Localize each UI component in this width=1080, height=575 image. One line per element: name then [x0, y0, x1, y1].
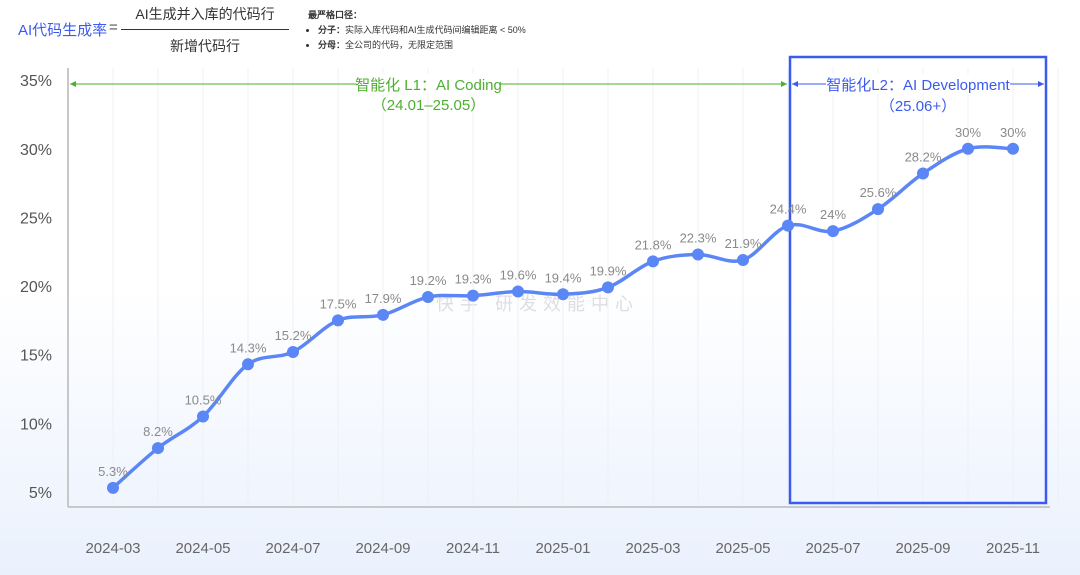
data-label: 30%: [955, 125, 981, 140]
data-label: 10.5%: [185, 392, 222, 407]
fraction-bar: [121, 29, 289, 30]
arrow-right-icon: [781, 81, 787, 87]
data-point: [332, 314, 344, 327]
data-label: 19.3%: [455, 272, 492, 287]
data-label: 17.5%: [320, 296, 357, 311]
x-tick-label: 2025-11: [986, 540, 1040, 557]
y-tick-label: 20%: [20, 279, 52, 296]
data-point: [422, 291, 434, 304]
x-tick-label: 2024-09: [355, 540, 410, 557]
data-label: 8.2%: [143, 424, 173, 439]
x-tick-label: 2025-03: [625, 540, 680, 557]
data-label: 28.2%: [905, 149, 942, 164]
data-label: 5.3%: [98, 464, 128, 479]
data-point: [737, 253, 749, 266]
data-label: 15.2%: [275, 328, 312, 343]
data-label: 21.8%: [635, 237, 672, 252]
formula-equals: =: [109, 19, 118, 36]
x-tick-label: 2025-09: [895, 540, 950, 557]
data-point: [467, 289, 479, 302]
x-tick-label: 2025-01: [535, 540, 590, 557]
data-point: [242, 358, 254, 371]
l2-label: 智能化L2：AI Development: [826, 76, 1010, 94]
data-label: 19.4%: [545, 270, 582, 285]
data-point: [782, 219, 794, 232]
formula-lhs: AI代码生成率: [18, 22, 108, 39]
y-tick-label: 15%: [20, 348, 52, 365]
data-label: 19.9%: [590, 263, 627, 278]
data-label: 17.9%: [365, 291, 402, 306]
data-label: 22.3%: [680, 230, 717, 245]
data-label: 24.4%: [770, 202, 807, 217]
x-tick-label: 2024-07: [265, 540, 320, 557]
data-point: [377, 308, 389, 321]
x-tick-label: 2025-07: [805, 540, 860, 557]
y-tick-label: 10%: [20, 416, 52, 433]
data-point: [602, 281, 614, 294]
arrow-right-icon: [1038, 81, 1044, 87]
formula-denominator: 新增代码行: [170, 38, 240, 54]
label-bg: [356, 74, 501, 94]
y-tick-label: 25%: [20, 210, 52, 227]
data-label: 19.2%: [410, 273, 447, 288]
x-tick-label: 2024-11: [446, 540, 500, 557]
data-point: [512, 285, 524, 298]
data-point: [827, 225, 839, 238]
note-item: 分子：实际入库代码和AI生成代码间编辑距离 < 50%: [318, 23, 526, 38]
data-label: 19.6%: [500, 268, 537, 283]
arrow-left-icon: [70, 81, 76, 87]
x-tick-label: 2025-05: [715, 540, 770, 557]
data-point: [692, 248, 704, 261]
data-point: [287, 345, 299, 358]
data-point: [557, 288, 569, 301]
note-title: 最严格口径：: [308, 10, 363, 20]
l2-box: [788, 55, 1048, 505]
y-tick-label: 5%: [29, 485, 52, 502]
l2-range: （25.06+）: [880, 98, 956, 115]
arrow-left-icon: [792, 81, 798, 87]
data-point: [962, 142, 974, 155]
y-tick-label: 35%: [20, 73, 52, 90]
data-label: 30%: [1000, 125, 1026, 140]
label-bg: [826, 74, 1010, 94]
definition-note: 最严格口径： 分子：实际入库代码和AI生成代码间编辑距离 < 50% 分母：全公…: [308, 8, 526, 53]
data-point: [107, 481, 119, 494]
data-label: 24%: [820, 207, 846, 222]
formula-fraction: AI生成并入库的代码行 新增代码行: [121, 4, 289, 56]
l1-label: 智能化 L1：AI Coding: [355, 76, 502, 94]
data-point: [647, 255, 659, 268]
data-point: [152, 442, 164, 455]
l1-range: （24.01–25.05）: [372, 97, 485, 114]
data-label: 25.6%: [860, 185, 897, 200]
data-point: [917, 167, 929, 180]
data-label: 14.3%: [230, 340, 267, 355]
x-tick-label: 2024-03: [85, 540, 140, 557]
watermark: 快手 研发效能中心: [436, 294, 640, 314]
data-label: 21.9%: [725, 236, 762, 251]
formula-numerator: AI生成并入库的代码行: [135, 6, 275, 22]
x-tick-label: 2024-05: [175, 540, 230, 557]
y-tick-label: 30%: [20, 142, 52, 159]
data-point: [197, 410, 209, 423]
note-item: 分母：全公司的代码，无限定范围: [318, 38, 526, 53]
data-point: [1007, 142, 1019, 155]
data-point: [872, 203, 884, 216]
